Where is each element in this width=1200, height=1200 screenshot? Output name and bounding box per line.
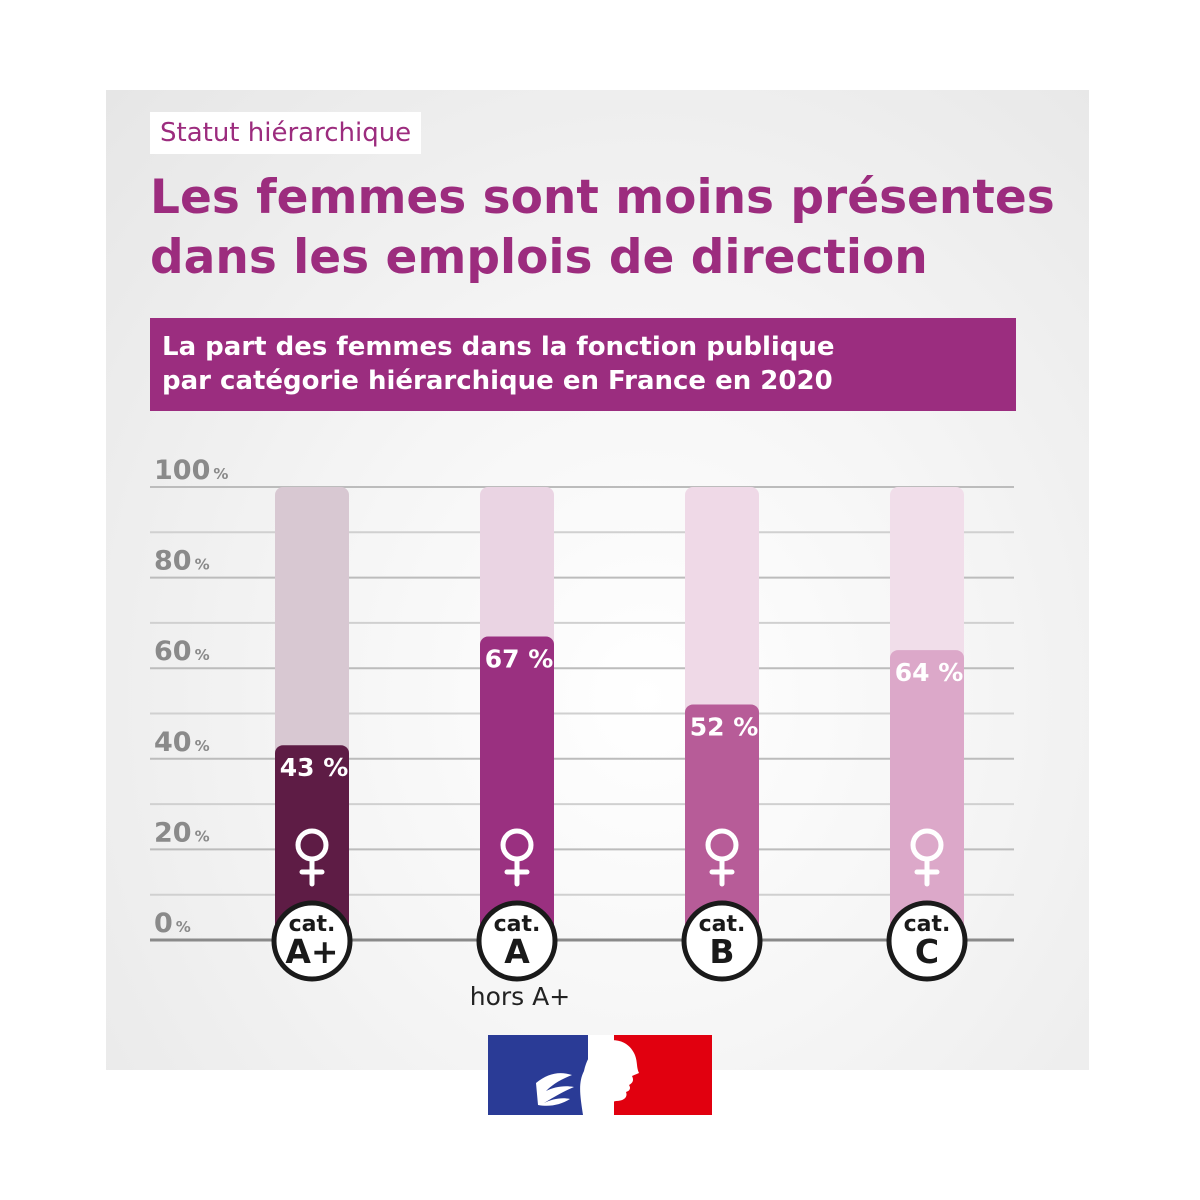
bar [480, 636, 554, 940]
category-sublabel: hors A+ [470, 982, 570, 1011]
female-symbol-icon [705, 828, 739, 887]
y-tick-label: 60% [154, 636, 210, 667]
marianne-profile [580, 1040, 639, 1115]
marianne-hair-strokes [536, 1073, 574, 1106]
category-badge-top: cat. [699, 912, 746, 937]
subtitle-line-2: par catégorie hiérarchique en France en … [162, 366, 833, 396]
marianne-logo [488, 1035, 712, 1115]
female-symbol-icon [910, 828, 944, 887]
category-badge-label: B [709, 932, 734, 971]
bar [685, 704, 759, 940]
bar-value-label: 43 % [280, 753, 349, 782]
bar-value-label: 64 % [895, 658, 964, 687]
page-title: Les femmes sont moins présentes dans les… [150, 168, 1080, 288]
category-badge-label: C [915, 932, 939, 971]
category-badge [886, 900, 968, 982]
category-badge [681, 900, 763, 982]
y-tick-label: 100% [154, 455, 228, 486]
section-tag: Statut hiérarchique [150, 112, 422, 154]
y-tick-label: 40% [154, 727, 210, 758]
bar [275, 745, 349, 940]
bar [890, 650, 964, 940]
category-badge [271, 900, 353, 982]
female-symbol-icon [500, 828, 534, 887]
category-badge [476, 900, 558, 982]
chart-subtitle: La part des femmes dans la fonction publ… [150, 318, 1016, 411]
title-line-2: dans les emplois de direction [150, 230, 928, 285]
female-symbol-icon [295, 828, 329, 887]
y-tick-label: 20% [154, 817, 210, 848]
category-badge-label: A+ [285, 932, 338, 971]
subtitle-line-1: La part des femmes dans la fonction publ… [162, 332, 835, 362]
title-line-1: Les femmes sont moins présentes [150, 170, 1055, 225]
category-badge-top: cat. [289, 912, 336, 937]
y-tick-label: 80% [154, 546, 210, 577]
category-badge-top: cat. [494, 912, 541, 937]
category-badge-label: A [504, 932, 530, 971]
category-badge-top: cat. [904, 912, 951, 937]
y-tick-label: 0% [154, 908, 191, 939]
bar-value-label: 67 % [485, 644, 554, 673]
bar-value-label: 52 % [690, 712, 759, 741]
